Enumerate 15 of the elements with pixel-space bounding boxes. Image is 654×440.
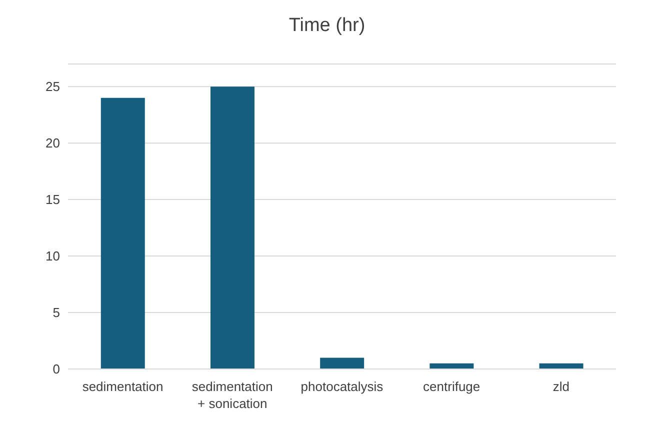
x-tick-label: sedimentation + sonication (192, 379, 273, 411)
bar (210, 86, 254, 369)
bar (320, 358, 364, 369)
y-tick-label: 0 (52, 362, 60, 377)
y-tick-label: 10 (46, 248, 60, 264)
x-tick-label: zld (552, 379, 570, 394)
x-tick-label: sedimentation (82, 379, 164, 394)
x-tick-label: centrifuge (423, 379, 480, 394)
x-tick-label: photocatalysis (300, 379, 384, 394)
y-tick-label: 20 (46, 136, 60, 151)
bar (100, 98, 145, 369)
y-tick-label: 5 (52, 305, 60, 320)
y-tick-label: 25 (46, 79, 60, 94)
y-tick-label: 15 (46, 192, 60, 208)
chart-title: Time (hr) (288, 14, 366, 38)
